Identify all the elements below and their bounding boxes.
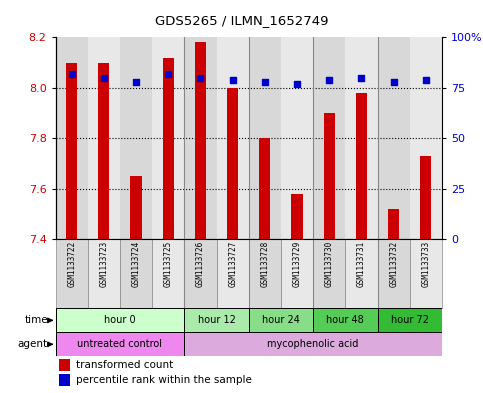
Bar <box>324 113 335 239</box>
Point <box>326 77 333 83</box>
Text: GSM1133730: GSM1133730 <box>325 241 334 287</box>
Bar <box>185 309 249 332</box>
Bar <box>378 309 442 332</box>
Text: transformed count: transformed count <box>76 360 173 370</box>
Text: hour 12: hour 12 <box>198 315 236 325</box>
Point <box>261 79 269 85</box>
Point <box>422 77 430 83</box>
Text: hour 0: hour 0 <box>104 315 136 325</box>
Text: GSM1133725: GSM1133725 <box>164 241 173 287</box>
Text: GSM1133724: GSM1133724 <box>131 241 141 287</box>
Bar <box>313 309 378 332</box>
Bar <box>152 239 185 309</box>
Bar <box>163 57 174 239</box>
Bar <box>185 332 442 356</box>
Bar <box>56 309 185 332</box>
Point <box>390 79 398 85</box>
Bar <box>420 156 431 239</box>
Text: GSM1133727: GSM1133727 <box>228 241 237 287</box>
Point <box>197 75 204 81</box>
Bar <box>227 88 238 239</box>
Bar <box>88 37 120 239</box>
Point <box>164 70 172 77</box>
Bar <box>259 138 270 239</box>
Bar <box>66 62 77 239</box>
Bar <box>313 239 345 309</box>
Bar <box>120 37 152 239</box>
Text: GDS5265 / ILMN_1652749: GDS5265 / ILMN_1652749 <box>155 14 328 27</box>
Bar <box>216 37 249 239</box>
Text: GSM1133732: GSM1133732 <box>389 241 398 287</box>
Bar <box>313 37 345 239</box>
Text: time: time <box>24 315 48 325</box>
Point <box>100 75 108 81</box>
Point <box>68 70 75 77</box>
Text: mycophenolic acid: mycophenolic acid <box>268 339 359 349</box>
Text: GSM1133729: GSM1133729 <box>293 241 301 287</box>
Text: GSM1133726: GSM1133726 <box>196 241 205 287</box>
Bar <box>152 37 185 239</box>
Text: GSM1133728: GSM1133728 <box>260 241 270 287</box>
Bar <box>356 93 367 239</box>
Bar <box>185 37 216 239</box>
Text: GSM1133733: GSM1133733 <box>421 241 430 287</box>
Point <box>357 75 365 81</box>
Bar <box>56 332 185 356</box>
Bar <box>281 239 313 309</box>
Bar <box>195 42 206 239</box>
Text: agent: agent <box>18 339 48 349</box>
Bar <box>345 239 378 309</box>
Text: hour 72: hour 72 <box>391 315 429 325</box>
Bar <box>281 37 313 239</box>
Bar <box>56 37 88 239</box>
Bar <box>291 194 303 239</box>
Bar <box>88 239 120 309</box>
Bar <box>56 239 88 309</box>
Text: GSM1133731: GSM1133731 <box>357 241 366 287</box>
Text: GSM1133723: GSM1133723 <box>99 241 108 287</box>
Point <box>293 81 301 87</box>
Bar <box>410 239 442 309</box>
Point <box>229 77 237 83</box>
Bar <box>388 209 399 239</box>
Bar <box>98 62 110 239</box>
Point <box>132 79 140 85</box>
Bar <box>59 358 70 371</box>
Bar <box>378 239 410 309</box>
Bar <box>120 239 152 309</box>
Text: percentile rank within the sample: percentile rank within the sample <box>76 375 252 385</box>
Text: untreated control: untreated control <box>77 339 162 349</box>
Bar <box>410 37 442 239</box>
Bar <box>249 239 281 309</box>
Text: GSM1133722: GSM1133722 <box>67 241 76 287</box>
Text: hour 24: hour 24 <box>262 315 300 325</box>
Bar <box>185 239 216 309</box>
Bar <box>59 374 70 386</box>
Bar <box>216 239 249 309</box>
Bar <box>130 176 142 239</box>
Bar <box>249 309 313 332</box>
Text: hour 48: hour 48 <box>327 315 364 325</box>
Bar <box>249 37 281 239</box>
Bar <box>345 37 378 239</box>
Bar <box>378 37 410 239</box>
